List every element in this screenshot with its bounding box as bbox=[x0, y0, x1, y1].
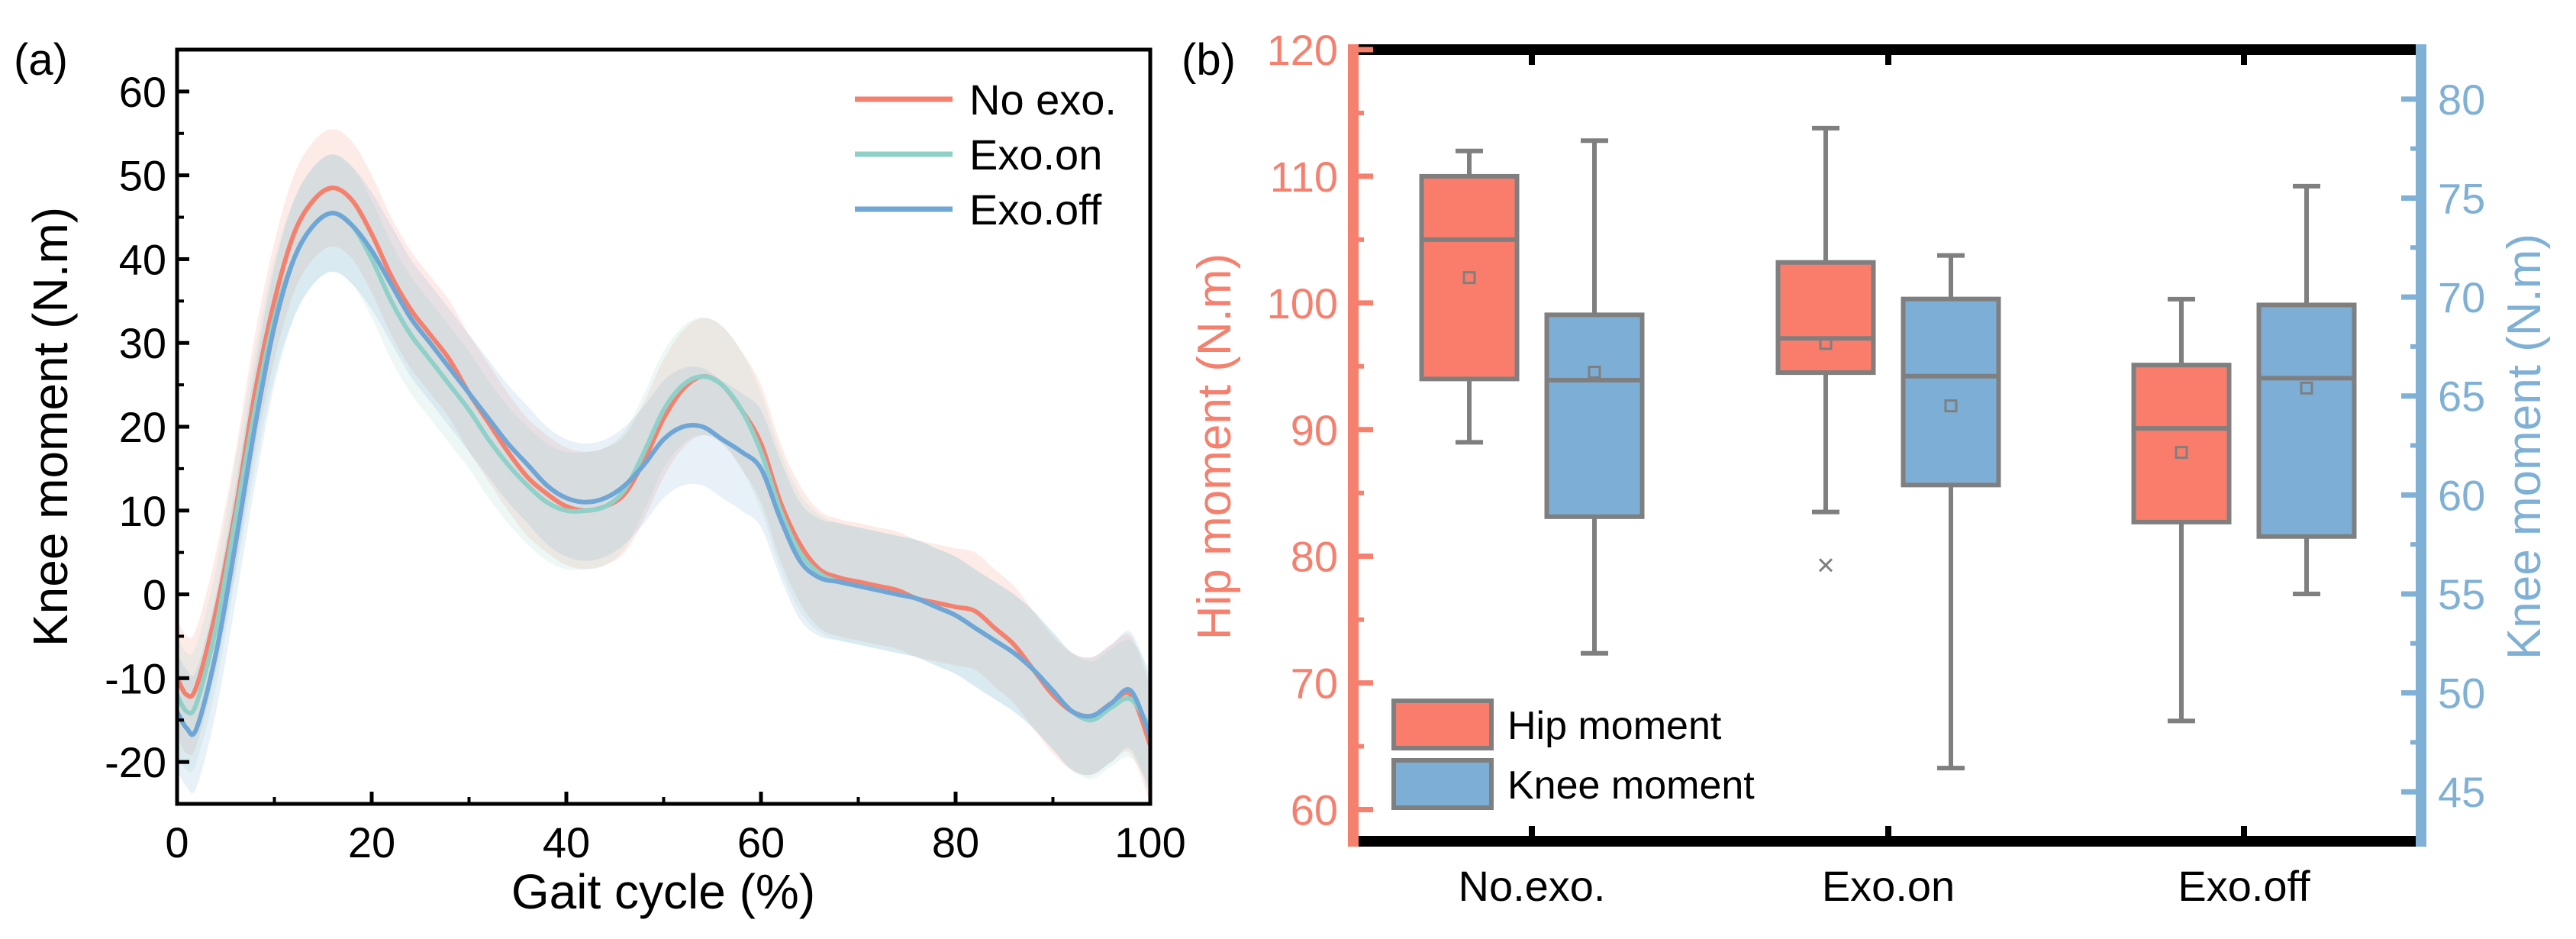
box-iqr bbox=[1775, 260, 1876, 376]
box-iqr bbox=[1901, 296, 2001, 488]
left-y-tick-label: 110 bbox=[1270, 153, 1338, 201]
panel-b-box-chart: (b) 60 70 80 90 100 110 120 45 50 55 60 65 70 75 80 No.… bbox=[1182, 26, 2551, 910]
mean-marker bbox=[1588, 366, 1601, 379]
panel-a-label: (a) bbox=[14, 35, 68, 85]
box-iqr bbox=[1419, 173, 1520, 382]
x-tick-label: 100 bbox=[1114, 818, 1185, 866]
legend-b: Hip moment Knee moment bbox=[1391, 699, 1755, 810]
right-y-tick-label: 50 bbox=[2438, 670, 2485, 718]
legend-a: No exo. Exo.on Exo.off bbox=[855, 76, 1117, 234]
legend-swatch bbox=[1391, 758, 1494, 810]
right-y-tick-label: 55 bbox=[2438, 570, 2485, 618]
box-hip-moment-1 bbox=[1419, 148, 1520, 445]
band-1 bbox=[177, 129, 1150, 805]
x-tick-label: 80 bbox=[932, 818, 979, 866]
y-tick-label: 10 bbox=[119, 487, 166, 535]
band-2 bbox=[177, 154, 1150, 787]
right-y-tick-label: 60 bbox=[2438, 471, 2485, 519]
category-label: Exo.off bbox=[2178, 862, 2310, 910]
series-line-3 bbox=[175, 211, 1153, 738]
left-y-tick-label: 80 bbox=[1291, 533, 1338, 581]
left-y-tick-label: 70 bbox=[1291, 660, 1338, 708]
mean-marker bbox=[2300, 381, 2313, 395]
confidence-bands bbox=[177, 129, 1150, 805]
knee-axis-label: Knee moment (N.m) bbox=[2498, 234, 2551, 660]
mean-marker bbox=[1944, 399, 1958, 413]
right-y-tick-label: 45 bbox=[2438, 768, 2485, 816]
panel-b-label: (b) bbox=[1182, 35, 1236, 85]
mean-marker bbox=[1462, 271, 1476, 285]
x-tick-label: 20 bbox=[348, 818, 395, 866]
box-iqr bbox=[1544, 312, 1645, 519]
legend-swatch bbox=[1391, 699, 1494, 750]
category-label: No.exo. bbox=[1459, 862, 1606, 910]
mean-marker bbox=[1819, 337, 1833, 350]
box-iqr bbox=[2131, 363, 2232, 524]
legend-label: Exo.off bbox=[969, 186, 1102, 234]
right-y-tick-label: 65 bbox=[2438, 373, 2485, 421]
outlier-marker bbox=[1818, 558, 1833, 573]
band-3 bbox=[177, 154, 1150, 795]
x-axis-label: Gait cycle (%) bbox=[511, 864, 815, 919]
box-hip-moment-3 bbox=[2131, 296, 2232, 724]
box-knee-moment-3 bbox=[2256, 183, 2357, 596]
legend-label: Knee moment bbox=[1507, 763, 1755, 808]
box-knee-moment-2 bbox=[1901, 253, 2001, 771]
category-label: Exo.on bbox=[1822, 862, 1955, 910]
y-tick-label: 20 bbox=[119, 403, 166, 451]
y-tick-label: 50 bbox=[119, 152, 166, 200]
right-y-tick-label: 70 bbox=[2438, 273, 2485, 321]
right-y-tick-label: 75 bbox=[2438, 174, 2485, 222]
axis-ticks-b: 60 70 80 90 100 110 120 45 50 55 60 65 70 75 80 No.exo.… bbox=[1267, 26, 2486, 910]
legend-label: Hip moment bbox=[1507, 704, 1722, 748]
y-tick-label: 60 bbox=[119, 68, 166, 116]
legend-label: Exo.on bbox=[969, 131, 1102, 179]
left-y-tick-label: 100 bbox=[1267, 279, 1338, 328]
mean-marker bbox=[2175, 446, 2188, 460]
series-lines bbox=[175, 186, 1153, 747]
left-y-tick-label: 60 bbox=[1291, 786, 1338, 834]
box-iqr bbox=[2256, 302, 2357, 539]
x-tick-label: 0 bbox=[165, 818, 189, 866]
box-plots bbox=[1419, 125, 2357, 771]
panel-a-line-chart: (a) 0 20 40 60 80 100 -20 -10 0 10 20 30 40 50 60 Gait… bbox=[14, 35, 1186, 919]
box-knee-moment-1 bbox=[1544, 138, 1645, 656]
y-tick-label: -20 bbox=[105, 738, 166, 786]
legend-label: No exo. bbox=[969, 76, 1117, 124]
x-tick-label: 40 bbox=[543, 818, 590, 866]
box-hip-moment-2 bbox=[1775, 125, 1876, 573]
left-y-tick-label: 90 bbox=[1291, 406, 1338, 454]
y-tick-label: 40 bbox=[119, 235, 166, 283]
axis-ticks-a: 0 20 40 60 80 100 -20 -10 0 10 20 30 40 50 60 bbox=[105, 68, 1186, 866]
y-tick-label: -10 bbox=[105, 654, 166, 702]
y-tick-label: 30 bbox=[119, 319, 166, 367]
right-y-tick-label: 80 bbox=[2438, 76, 2485, 124]
y-tick-label: 0 bbox=[143, 571, 166, 619]
x-tick-label: 60 bbox=[737, 818, 785, 866]
left-y-tick-label: 120 bbox=[1267, 26, 1338, 74]
hip-axis-label: Hip moment (N.m) bbox=[1188, 253, 1241, 640]
y-axis-label: Knee moment (N.m) bbox=[23, 207, 78, 647]
